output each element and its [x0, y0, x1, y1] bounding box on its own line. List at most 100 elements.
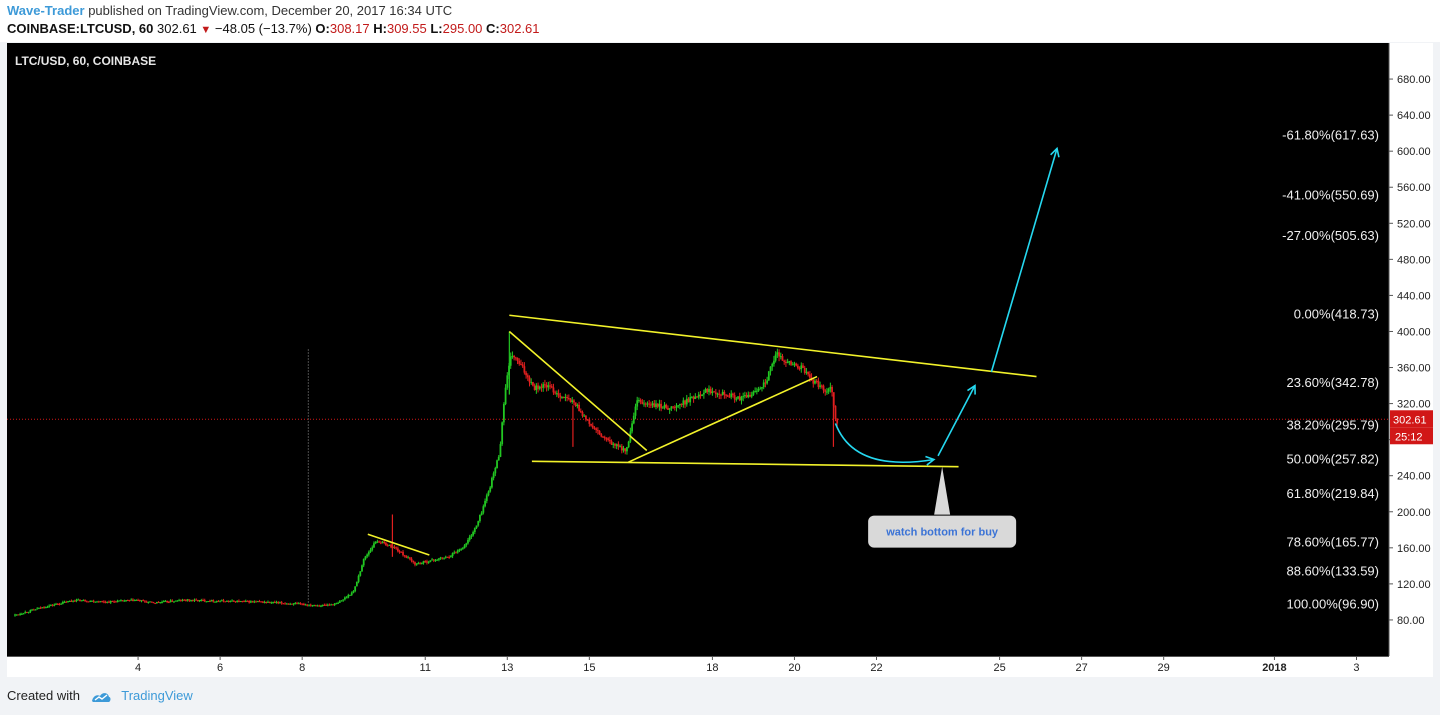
fib-level-label: -27.00%(505.63): [1282, 228, 1379, 243]
candle-body: [726, 395, 729, 397]
candle-body: [689, 397, 692, 403]
candle-body: [162, 601, 165, 603]
candle-body: [571, 400, 574, 402]
y-tick-label: 120.00: [1397, 579, 1431, 591]
candle-body: [465, 543, 468, 546]
candle-body: [808, 374, 811, 378]
candle-body: [405, 555, 408, 558]
candle-body: [745, 395, 748, 398]
time-axis[interactable]: [7, 656, 1433, 677]
candle-body: [513, 355, 516, 358]
candle-body: [656, 403, 659, 407]
candle-body: [607, 438, 610, 440]
candle-body: [179, 600, 182, 602]
candle-body: [196, 600, 199, 602]
candle-body: [73, 600, 76, 602]
y-tick-label: 400.00: [1397, 326, 1431, 338]
projection-leg-1[interactable]: [937, 385, 976, 457]
author-link[interactable]: Wave-Trader: [7, 3, 85, 18]
candle-body: [43, 607, 45, 609]
candle-body: [376, 541, 379, 543]
plot-area[interactable]: [7, 43, 1389, 656]
candle-body: [229, 601, 232, 603]
candle-body: [649, 404, 652, 406]
candle-body: [403, 555, 406, 557]
candle-body: [506, 375, 509, 388]
candle-body: [68, 600, 71, 602]
candle-body: [178, 600, 180, 602]
candle-body: [605, 438, 608, 440]
candle-body: [280, 602, 283, 604]
candle-body: [771, 363, 774, 367]
candle-body: [55, 603, 57, 605]
candle-body: [554, 392, 557, 394]
candle-body: [26, 611, 28, 613]
candle-body: [342, 599, 345, 601]
trendline-lower-support[interactable]: [531, 460, 959, 468]
trendline-small-flag[interactable]: [367, 533, 430, 556]
candle-body: [147, 601, 150, 603]
candle-body: [306, 604, 309, 606]
candle-body: [492, 473, 495, 479]
trendline-wedge-upper[interactable]: [508, 330, 648, 452]
candle-body: [725, 394, 727, 396]
candle-body: [764, 382, 767, 384]
candle-body: [318, 605, 321, 607]
candle-body: [335, 603, 338, 605]
fib-level-label: 78.60%(165.77): [1286, 535, 1379, 550]
candle-body: [48, 605, 51, 607]
candle-body: [626, 447, 628, 452]
y-tick-label: 480.00: [1397, 254, 1431, 266]
candle-body: [742, 396, 745, 398]
candle-body: [14, 614, 16, 616]
candle-body: [167, 602, 170, 604]
chart-container[interactable]: LTC/USD, 60, COINBASE 80.00 120.00 160.00 20…: [7, 43, 1433, 677]
candle-body: [299, 603, 302, 605]
candle-body: [381, 541, 384, 544]
candle-body: [311, 605, 314, 607]
candle-body: [304, 604, 307, 606]
candle-body: [390, 544, 392, 548]
candle-body: [429, 560, 432, 562]
publication-line: Wave-Trader published on TradingView.com…: [7, 3, 452, 18]
candle-body: [675, 405, 678, 408]
candle-body: [431, 559, 433, 561]
candle-body: [395, 547, 398, 549]
candle-body: [174, 600, 177, 602]
trendline-upper-descending[interactable]: [509, 314, 1037, 378]
candle-body: [193, 599, 196, 601]
candle-body: [126, 600, 129, 602]
candle-body: [224, 601, 227, 603]
tradingview-brand-link[interactable]: TradingView: [121, 688, 193, 703]
candle-body: [378, 541, 380, 543]
candle-body: [815, 380, 818, 382]
y-tick-label: 320.00: [1397, 399, 1431, 411]
candle-body: [128, 600, 131, 602]
candle-body: [653, 403, 656, 407]
candle-body: [456, 550, 459, 553]
price-chart[interactable]: LTC/USD, 60, COINBASE 80.00 120.00 160.00 20…: [7, 43, 1433, 677]
candle-body: [349, 594, 351, 596]
footer: Created with TradingView: [7, 688, 193, 704]
candle-body: [101, 601, 104, 603]
candle-body: [398, 551, 401, 553]
candle-body: [31, 609, 33, 611]
projection-curve[interactable]: [834, 423, 935, 464]
callout-box[interactable]: [868, 515, 1017, 548]
candle-body: [480, 512, 483, 515]
candle-body: [67, 601, 69, 603]
candle-body: [564, 396, 567, 398]
candle-body: [75, 599, 78, 601]
candle-body: [87, 601, 90, 603]
candle-body: [814, 380, 816, 384]
candle-body: [104, 602, 107, 604]
candle-body: [132, 599, 134, 601]
trendline-wedge-lower[interactable]: [627, 375, 818, 463]
created-with-text: Created with: [7, 688, 80, 703]
x-tick-label: 25: [993, 662, 1005, 674]
candle-body: [807, 371, 810, 375]
candle-body: [549, 385, 551, 387]
price-axis[interactable]: [1389, 43, 1433, 656]
projection-leg-2[interactable]: [990, 148, 1058, 373]
candle-body: [451, 553, 454, 557]
